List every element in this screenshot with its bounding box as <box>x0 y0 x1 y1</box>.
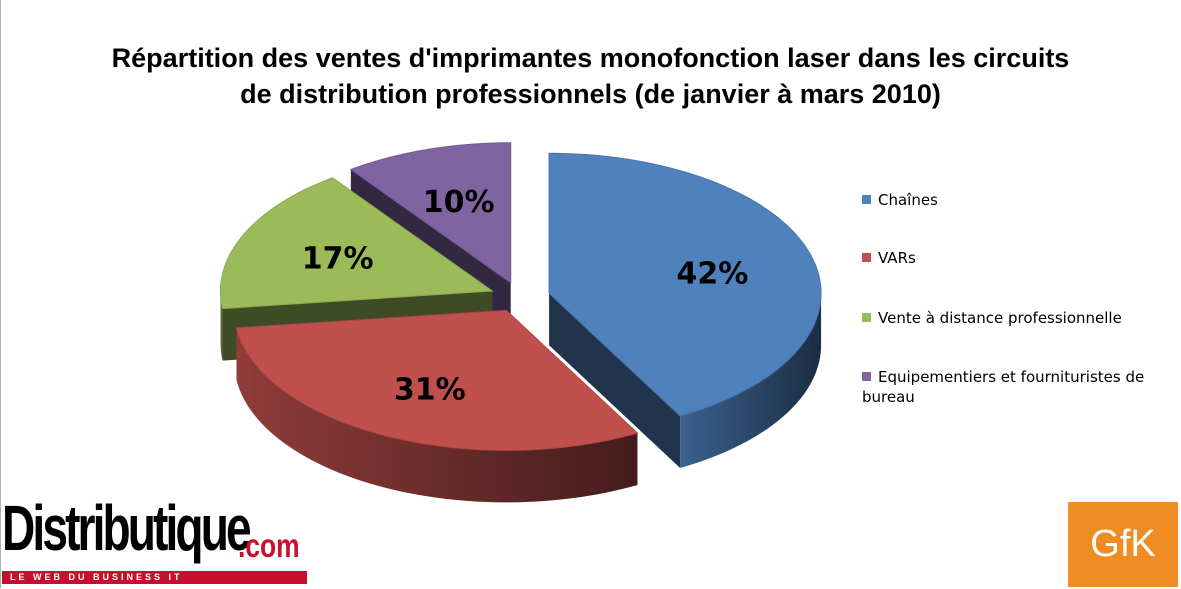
data-label: 17% <box>302 242 374 277</box>
slice-side-0 <box>680 293 822 468</box>
chart-title-line-1: Répartition des ventes d'imprimantes mon… <box>111 43 1070 73</box>
gfk-logo: GfK <box>1068 502 1178 587</box>
pie-labels: 42% 31% 17% 10% <box>302 185 749 408</box>
legend-item-chaines: Chaînes <box>862 190 938 210</box>
logo-bar <box>2 571 307 584</box>
logo-wordmark: Distributique <box>2 492 252 564</box>
legend-swatch <box>862 195 871 204</box>
legend-item-vars: VARs <box>862 248 916 268</box>
legend-swatch <box>862 372 871 381</box>
logo-tagline: LE WEB DU BUSINESS IT <box>10 572 183 582</box>
slice-vars <box>235 309 639 451</box>
legend-label: Vente à distance professionnelle <box>878 309 1122 327</box>
legend-label: Equipementiers et fournituristes de <box>878 368 1145 386</box>
gfk-wordmark: GfK <box>1090 523 1156 565</box>
data-label: 10% <box>423 185 495 220</box>
legend-label: VARs <box>878 249 916 267</box>
legend-item-equipementiers: Equipementiers et fournituristes de bure… <box>862 367 1144 407</box>
logo-domain-suffix: .com <box>238 527 300 564</box>
legend-swatch <box>862 313 871 322</box>
legend-swatch <box>862 253 871 262</box>
data-label: 31% <box>394 373 466 408</box>
chart-title-line-2: de distribution professionnels (de janvi… <box>240 79 941 109</box>
distributique-logo: Distributique .com LE WEB DU BUSINESS IT <box>2 492 307 587</box>
slice-vente-distance-professionnelle <box>219 177 494 310</box>
pie-tops <box>219 142 822 451</box>
slice-equipementiers-et-fournituristes-de-bureau <box>349 142 512 284</box>
legend-item-vente-distance: Vente à distance professionnelle <box>862 308 1122 328</box>
data-label: 42% <box>676 257 748 292</box>
legend-label-continued: bureau <box>862 388 915 406</box>
slice-cha-nes <box>548 152 822 417</box>
legend-label: Chaînes <box>878 191 938 209</box>
slice-side-1 <box>236 327 638 503</box>
slice-wall <box>549 293 681 468</box>
